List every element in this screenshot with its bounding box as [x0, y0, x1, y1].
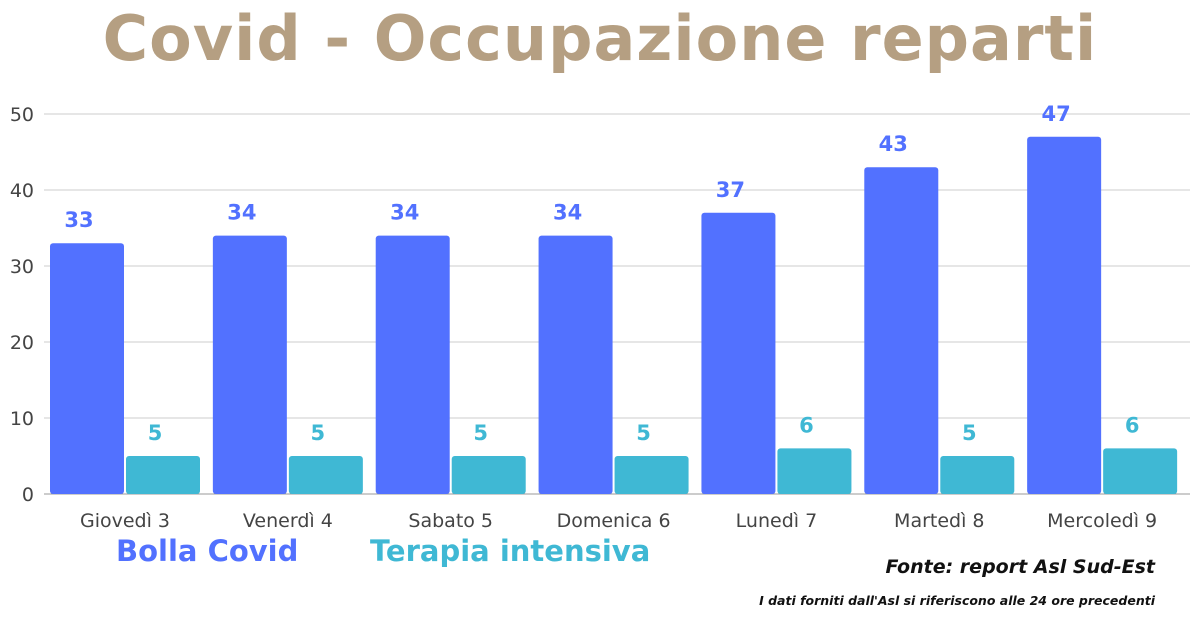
bar-terapia-intensiva: [126, 456, 200, 494]
bar-bolla-covid: [864, 167, 939, 494]
legend-bolla-covid: Bolla Covid: [116, 534, 299, 568]
bar-terapia-intensiva: [1103, 448, 1178, 494]
bar-terapia-intensiva: [288, 456, 363, 494]
bar-bolla-covid: [538, 235, 613, 494]
data-label: 47: [1042, 102, 1071, 126]
y-tick-label: 50: [10, 104, 34, 126]
bar-bolla-covid: [1027, 136, 1102, 495]
data-label: 5: [148, 421, 163, 445]
x-tick-label: Domenica 6: [557, 510, 671, 532]
data-label: 5: [311, 421, 326, 445]
data-label: 6: [799, 413, 814, 437]
footnote: I dati forniti dall'Asl si riferiscono a…: [759, 593, 1155, 608]
y-tick-label: 30: [10, 256, 34, 278]
x-tick-label: Giovedì 3: [80, 510, 170, 532]
bar-terapia-intensiva: [777, 448, 852, 494]
data-label: 5: [962, 421, 977, 445]
bar-bolla-covid: [212, 235, 287, 494]
bar-bolla-covid: [375, 235, 450, 494]
x-tick-label: Sabato 5: [408, 510, 493, 532]
data-label: 43: [879, 132, 908, 156]
y-tick-label: 20: [10, 332, 34, 354]
bar-bolla-covid: [701, 212, 776, 495]
y-tick-label: 10: [10, 408, 34, 430]
data-label: 6: [1125, 413, 1140, 437]
y-tick-label: 0: [22, 484, 34, 506]
bar-terapia-intensiva: [451, 456, 526, 494]
y-tick-label: 40: [10, 180, 34, 202]
bar-bolla-covid: [50, 243, 124, 494]
source-note: Fonte: report Asl Sud-Est: [885, 556, 1155, 578]
x-tick-label: Lunedì 7: [736, 510, 818, 532]
data-label: 5: [473, 421, 488, 445]
bar-terapia-intensiva: [940, 456, 1015, 494]
x-tick-label: Martedì 8: [894, 510, 984, 532]
data-label: 5: [636, 421, 651, 445]
data-label: 37: [716, 178, 745, 202]
x-tick-label: Venerdì 4: [243, 510, 333, 532]
data-label: 33: [64, 208, 93, 232]
data-label: 34: [227, 201, 256, 225]
chart-title: Covid - Occupazione reparti: [102, 2, 1098, 75]
x-tick-label: Mercoledì 9: [1047, 510, 1157, 532]
legend-terapia-intensiva: Terapia intensiva: [370, 534, 651, 568]
data-label: 34: [553, 201, 582, 225]
bar-terapia-intensiva: [614, 456, 689, 494]
data-label: 34: [390, 201, 419, 225]
